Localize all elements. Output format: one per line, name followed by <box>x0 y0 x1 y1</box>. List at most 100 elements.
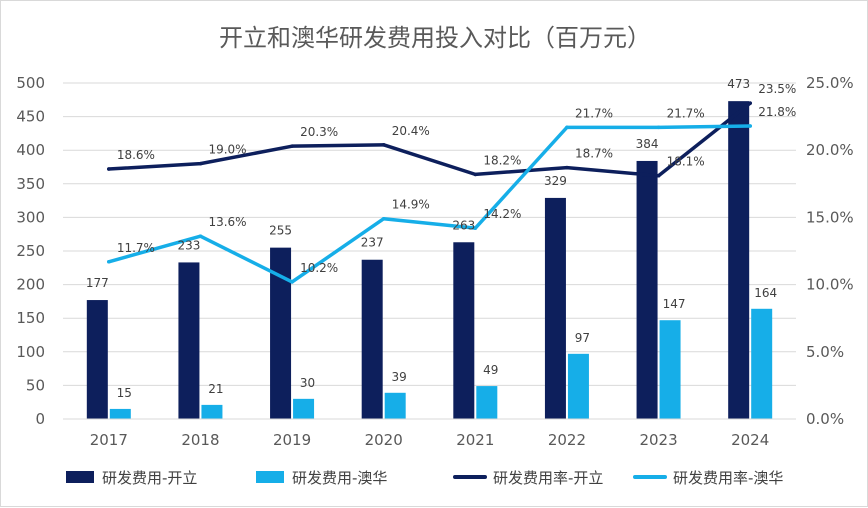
bar <box>201 404 223 419</box>
bar-data-label: 21 <box>208 382 223 396</box>
legend: 研发费用-开立 研发费用-澳华 研发费用率-开立 研发费用率-澳华 <box>66 469 783 487</box>
y-left-tick-label: 0 <box>35 410 45 428</box>
legend-label: 研发费用-澳华 <box>292 469 387 487</box>
series-line <box>107 101 752 178</box>
line-point <box>290 144 294 148</box>
line-data-label: 18.7% <box>575 147 613 161</box>
bar <box>728 101 750 420</box>
line-point <box>748 101 752 105</box>
bar-data-label: 164 <box>754 286 777 300</box>
bar <box>453 242 475 419</box>
line-data-label: 21.7% <box>667 106 705 120</box>
line-data-label: 20.3% <box>300 125 338 139</box>
bar <box>476 386 498 419</box>
y-left-tick-label: 300 <box>16 208 45 226</box>
line-data-label: 19.0% <box>208 143 246 157</box>
line-point <box>198 234 203 239</box>
y-left-tick-label: 100 <box>16 343 45 361</box>
series-line <box>107 124 752 284</box>
y-right-tick-label: 5.0% <box>806 343 844 361</box>
legend-label: 研发费用-开立 <box>102 469 197 487</box>
bar <box>178 262 200 419</box>
bar <box>567 353 589 419</box>
y-left-tick-label: 500 <box>16 74 45 92</box>
bar-data-label: 473 <box>727 77 750 91</box>
x-tick-label: 2017 <box>90 431 128 449</box>
bar <box>751 308 773 419</box>
y-left-tick-label: 350 <box>16 175 45 193</box>
line-point <box>565 165 569 170</box>
line-data-label: 23.5% <box>758 82 796 96</box>
x-tick-label: 2021 <box>456 431 494 449</box>
bar-data-label: 39 <box>392 370 407 384</box>
x-tick-label: 2019 <box>273 431 311 449</box>
line-data-label: 18.2% <box>483 153 521 167</box>
line-data-label: 14.2% <box>483 207 521 221</box>
line-point <box>656 173 661 178</box>
x-tick-label: 2024 <box>731 431 769 449</box>
line-data-label: 20.4% <box>392 124 430 138</box>
chart-title: 开立和澳华研发费用投入对比（百万元） <box>219 24 651 52</box>
y-left-tick-label: 400 <box>16 141 45 159</box>
bar-data-label: 177 <box>86 276 109 290</box>
bar <box>636 160 658 419</box>
line-point <box>748 124 752 128</box>
y-left-tick-label: 50 <box>26 376 45 394</box>
line-point <box>107 167 111 171</box>
bar <box>659 320 681 419</box>
y-right-tick-label: 25.0% <box>806 74 854 92</box>
y-left-tick-label: 450 <box>16 108 45 126</box>
line-point <box>290 280 294 284</box>
bar <box>361 259 383 419</box>
y-left-tick-label: 200 <box>16 276 45 294</box>
x-tick-label: 2023 <box>639 431 677 449</box>
bar-data-label: 255 <box>269 224 292 238</box>
lines <box>107 101 752 284</box>
x-tick-label: 2018 <box>181 431 219 449</box>
line-data-label: 10.2% <box>300 261 338 275</box>
bar-data-label: 329 <box>544 174 567 188</box>
line-point <box>381 143 386 147</box>
line-point <box>565 125 569 130</box>
bars <box>86 101 773 420</box>
bar-data-label: 49 <box>483 363 498 377</box>
y-left-tick-label: 150 <box>16 309 45 327</box>
line-data-label: 18.1% <box>667 155 705 169</box>
axes: 0 50 100 150 200 250 300 350 400 450 500 0.0% 5.0% 10… <box>16 74 853 449</box>
line-data-label: 13.6% <box>208 215 246 229</box>
data-labels: 177 233 255 237 263 329 384 473 15 21 30 39 49 97 147 1… <box>86 77 796 400</box>
line-point <box>107 259 111 264</box>
bar-data-label: 97 <box>575 331 590 345</box>
bar-data-label: 384 <box>636 137 659 151</box>
bar <box>270 247 292 419</box>
x-tick-label: 2022 <box>548 431 586 449</box>
legend-swatch <box>256 471 284 483</box>
bar <box>384 392 406 419</box>
y-right-tick-label: 20.0% <box>806 141 854 159</box>
x-tick-label: 2020 <box>365 431 403 449</box>
legend-swatch <box>66 471 94 483</box>
line-point <box>198 161 203 166</box>
line-data-label: 11.7% <box>117 241 155 255</box>
y-right-tick-label: 15.0% <box>806 208 854 226</box>
bar-data-label: 147 <box>663 297 686 311</box>
y-right-tick-label: 0.0% <box>806 410 844 428</box>
y-right-tick-label: 10.0% <box>806 276 854 294</box>
bar-data-label: 263 <box>452 218 475 232</box>
bar <box>293 398 315 419</box>
line-point <box>473 172 478 177</box>
line-point <box>473 226 478 230</box>
line-point <box>381 216 386 221</box>
y-left-tick-label: 250 <box>16 242 45 260</box>
line-data-label: 18.6% <box>117 148 155 162</box>
bar <box>544 197 566 419</box>
bar-data-label: 237 <box>361 236 384 250</box>
bar-data-label: 233 <box>177 238 200 252</box>
line-data-label: 14.9% <box>392 198 430 212</box>
bar <box>86 300 108 419</box>
line-point <box>656 125 661 130</box>
line-data-label: 21.7% <box>575 106 613 120</box>
bar-data-label: 15 <box>117 386 132 400</box>
